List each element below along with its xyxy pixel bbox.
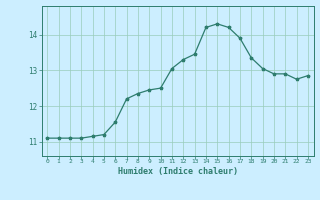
X-axis label: Humidex (Indice chaleur): Humidex (Indice chaleur): [118, 167, 237, 176]
